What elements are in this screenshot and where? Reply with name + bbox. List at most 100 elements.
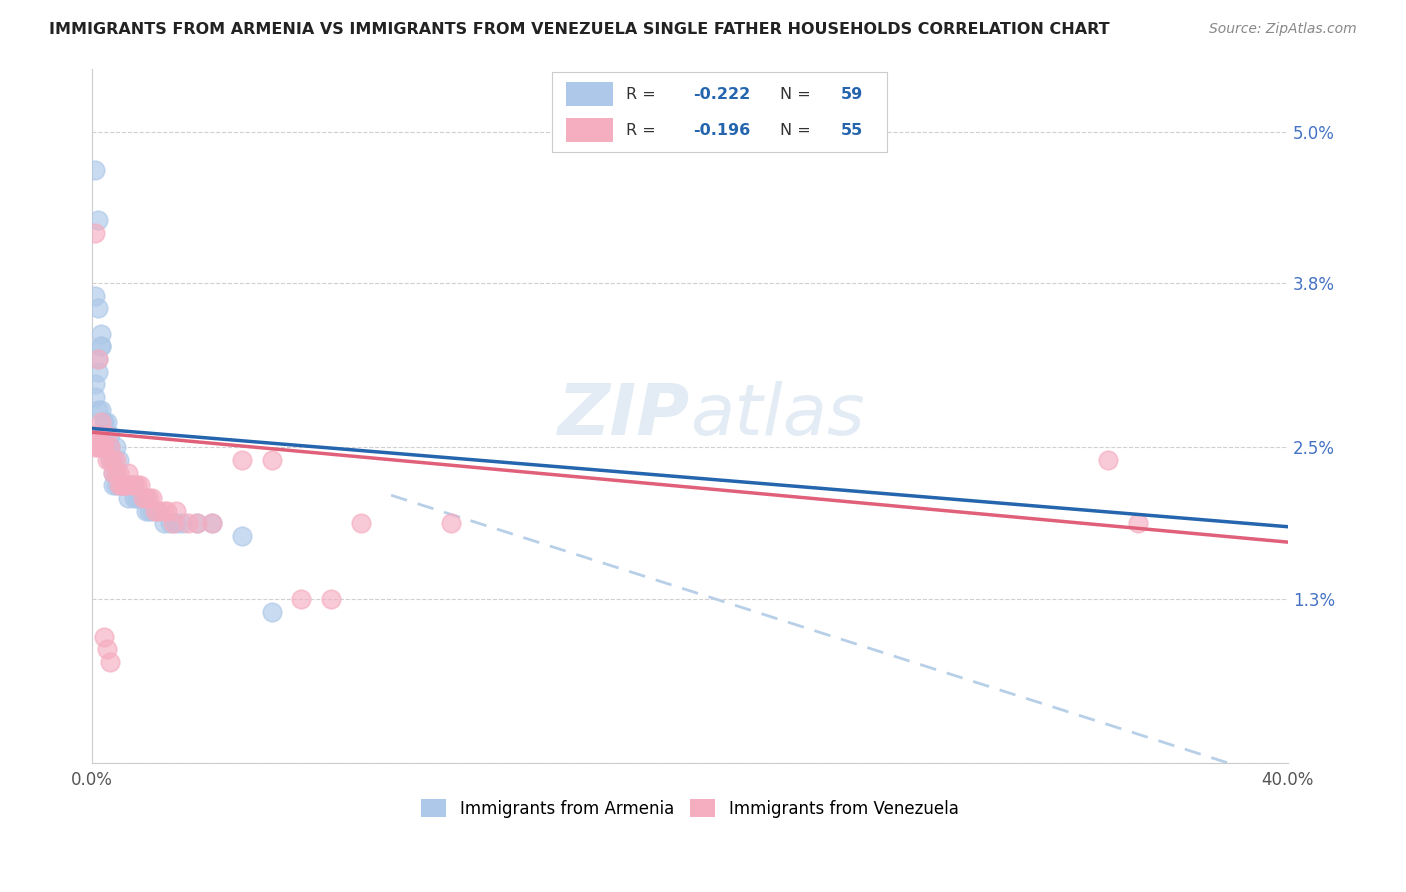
Point	[105, 466, 128, 480]
Point	[125, 478, 148, 492]
Point	[135, 491, 157, 505]
Point	[129, 491, 152, 505]
Point	[201, 516, 224, 531]
Point	[146, 503, 169, 517]
Point	[159, 516, 181, 531]
Text: Source: ZipAtlas.com: Source: ZipAtlas.com	[1209, 22, 1357, 37]
Point	[90, 339, 112, 353]
Point	[98, 427, 121, 442]
Point	[1097, 453, 1119, 467]
Point	[90, 339, 112, 353]
Point	[122, 491, 145, 505]
Point	[156, 503, 179, 517]
Point	[260, 453, 283, 467]
Point	[84, 441, 107, 455]
Point	[114, 478, 136, 492]
Point	[146, 503, 169, 517]
Point	[90, 441, 112, 455]
Point	[93, 630, 115, 644]
Point	[87, 351, 110, 366]
Point	[141, 503, 163, 517]
Point	[96, 441, 118, 455]
Point	[120, 478, 142, 492]
Point	[170, 516, 193, 531]
Point	[98, 453, 121, 467]
Point	[101, 466, 124, 480]
Point	[84, 377, 107, 392]
Point	[117, 466, 139, 480]
Point	[125, 491, 148, 505]
Point	[165, 503, 187, 517]
Point	[90, 402, 112, 417]
Point	[93, 415, 115, 429]
Point	[153, 503, 176, 517]
Point	[186, 516, 208, 531]
Text: atlas: atlas	[690, 381, 865, 450]
Point	[108, 478, 131, 492]
Point	[98, 441, 121, 455]
Point	[90, 415, 112, 429]
Point	[138, 503, 160, 517]
Point	[84, 226, 107, 240]
Point	[93, 427, 115, 442]
Point	[201, 516, 224, 531]
Point	[98, 441, 121, 455]
Point	[96, 441, 118, 455]
Point	[101, 466, 124, 480]
Point	[87, 301, 110, 316]
Point	[101, 453, 124, 467]
Point	[111, 478, 134, 492]
Point	[350, 516, 373, 531]
Point	[96, 642, 118, 657]
Point	[93, 441, 115, 455]
Point	[132, 491, 155, 505]
Point	[105, 466, 128, 480]
Point	[165, 516, 187, 531]
Point	[108, 466, 131, 480]
Point	[90, 326, 112, 341]
Point	[321, 591, 343, 606]
Point	[93, 441, 115, 455]
Point	[132, 491, 155, 505]
Point	[177, 516, 200, 531]
Point	[117, 478, 139, 492]
Point	[129, 491, 152, 505]
Point	[96, 415, 118, 429]
Point	[90, 441, 112, 455]
Point	[87, 441, 110, 455]
Point	[96, 453, 118, 467]
Point	[98, 655, 121, 669]
Point	[135, 503, 157, 517]
Point	[138, 491, 160, 505]
Point	[93, 441, 115, 455]
Point	[114, 478, 136, 492]
Point	[87, 213, 110, 227]
Point	[122, 478, 145, 492]
Point	[260, 605, 283, 619]
Point	[186, 516, 208, 531]
Point	[84, 289, 107, 303]
Point	[108, 453, 131, 467]
Legend: Immigrants from Armenia, Immigrants from Venezuela: Immigrants from Armenia, Immigrants from…	[415, 793, 966, 824]
Point	[84, 390, 107, 404]
Point	[290, 591, 312, 606]
Point	[162, 516, 184, 531]
Point	[153, 516, 176, 531]
Point	[105, 478, 128, 492]
Point	[117, 491, 139, 505]
Point	[101, 478, 124, 492]
Point	[231, 453, 253, 467]
Point	[98, 453, 121, 467]
Point	[87, 427, 110, 442]
Point	[108, 478, 131, 492]
Point	[114, 478, 136, 492]
Point	[120, 478, 142, 492]
Point	[87, 351, 110, 366]
Point	[105, 453, 128, 467]
Point	[90, 441, 112, 455]
Point	[143, 503, 166, 517]
Point	[440, 516, 463, 531]
Point	[105, 441, 128, 455]
Point	[122, 478, 145, 492]
Point	[87, 402, 110, 417]
